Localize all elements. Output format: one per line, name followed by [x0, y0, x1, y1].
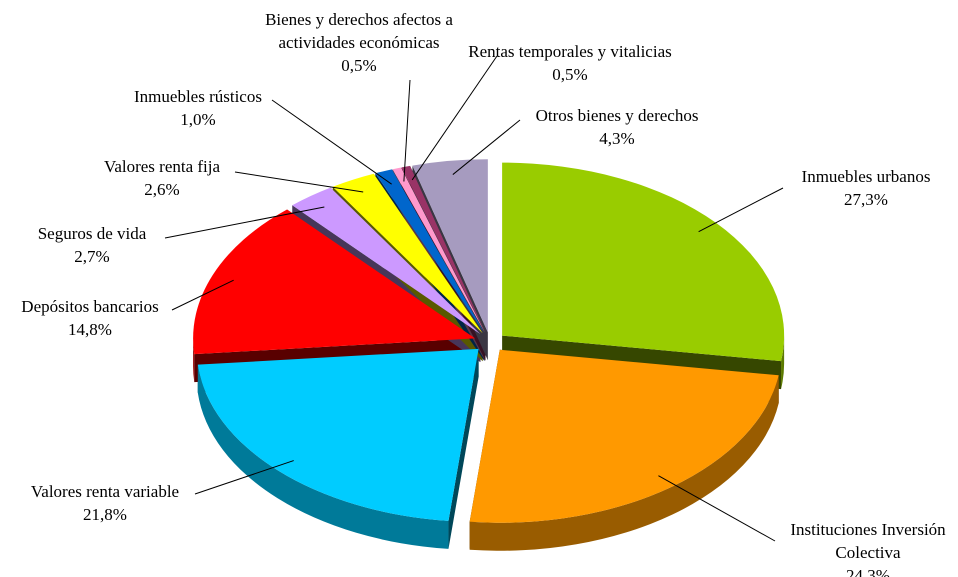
slice-label: Valores renta fija 2,6% — [87, 155, 237, 201]
slice-side — [469, 375, 779, 551]
slice — [332, 173, 483, 334]
leader-line — [403, 79, 411, 182]
slice-side — [197, 364, 449, 549]
category-name: Rentas temporales y vitalicias — [468, 42, 672, 61]
leader-line — [658, 475, 776, 542]
category-name: Instituciones Inversión Colectiva — [790, 520, 946, 562]
slice — [392, 167, 485, 333]
slice-label: Otros bienes y derechos 4,3% — [517, 104, 717, 150]
layer — [193, 335, 785, 551]
layer — [164, 55, 784, 542]
slice-label: Instituciones Inversión Colectiva 24,3% — [773, 518, 958, 577]
slice — [193, 209, 476, 355]
leader-line — [411, 55, 498, 181]
slice — [412, 159, 488, 333]
category-name: Inmuebles urbanos — [801, 167, 931, 186]
slice — [469, 349, 779, 523]
slice-side — [781, 335, 785, 390]
value-label: 2,6% — [144, 180, 180, 199]
slice — [401, 165, 486, 333]
value-label: 21,8% — [83, 505, 127, 524]
slice-label: Depósitos bancarios 14,8% — [0, 295, 180, 341]
slice — [292, 187, 481, 335]
slice-label: Valores renta variable 21,8% — [5, 480, 205, 526]
category-name: Valores renta fija — [103, 157, 221, 176]
layer — [193, 159, 785, 523]
value-label: 14,8% — [68, 320, 112, 339]
slice-label: Bienes y derechos afectos a actividades … — [229, 8, 489, 77]
slice-label: Rentas temporales y vitalicias 0,5% — [445, 40, 695, 86]
category-name: Seguros de vida — [37, 224, 147, 243]
value-label: 1,0% — [180, 110, 216, 129]
value-label: 2,7% — [74, 247, 110, 266]
leader-line — [171, 279, 234, 311]
category-name: Depósitos bancarios — [21, 297, 159, 316]
leader-line — [452, 119, 521, 175]
value-label: 27,3% — [844, 190, 888, 209]
slice-label: Inmuebles urbanos 27,3% — [781, 165, 951, 211]
leader-line — [234, 171, 364, 193]
leader-line — [698, 187, 784, 233]
slice-wall — [448, 348, 479, 549]
leader-line — [271, 99, 392, 185]
value-label: 4,3% — [599, 129, 635, 148]
category-name: Valores renta variable — [30, 482, 180, 501]
slice — [375, 169, 485, 333]
category-name: Otros bienes y derechos — [535, 106, 699, 125]
category-name: Inmuebles rústicos — [134, 87, 262, 106]
value-label: 0,5% — [552, 65, 588, 84]
category-name: Bienes y derechos afectos a actividades … — [265, 10, 453, 52]
leader-line — [164, 206, 325, 239]
leader-line — [194, 460, 294, 495]
slice — [197, 348, 479, 521]
slice-side — [193, 338, 195, 383]
slice-label: Seguros de vida 2,7% — [17, 222, 167, 268]
slice — [502, 162, 785, 362]
value-label: 0,5% — [341, 56, 377, 75]
value-label: 24,3% — [846, 566, 890, 577]
slice-label: Inmuebles rústicos 1,0% — [118, 85, 278, 131]
